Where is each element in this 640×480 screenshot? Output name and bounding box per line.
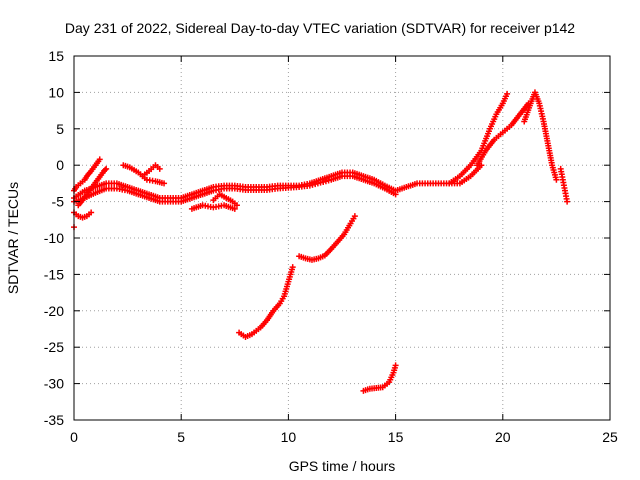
data-point-arc-start xyxy=(96,156,103,163)
y-tick-label: 10 xyxy=(48,84,64,100)
data-point-dips-6to8 xyxy=(231,205,238,212)
y-tick-label: -15 xyxy=(44,266,64,282)
x-tick-label: 10 xyxy=(281,429,297,445)
y-tick-label: -35 xyxy=(44,412,64,428)
data-point-drop-7to8 xyxy=(233,202,240,209)
y-tick-label: -25 xyxy=(44,339,64,355)
data-point-rise-18to20 xyxy=(504,90,511,97)
chart-title: Day 231 of 2022, Sidereal Day-to-day VTE… xyxy=(64,20,576,36)
y-tick-label: 0 xyxy=(56,157,64,173)
x-tick-label: 25 xyxy=(602,429,618,445)
data-point-arc-8to10 xyxy=(289,264,296,271)
x-tick-label: 15 xyxy=(388,429,404,445)
data-point-arc-10to13 xyxy=(351,213,358,220)
x-tick-label: 0 xyxy=(70,429,78,445)
data-point-peak-21to23 xyxy=(553,176,560,183)
x-tick-label: 20 xyxy=(495,429,511,445)
data-point-main-band-lower xyxy=(392,191,399,198)
y-tick-label: -20 xyxy=(44,303,64,319)
y-tick-label: -5 xyxy=(52,194,65,210)
data-point-hump-2to4 xyxy=(161,180,168,187)
y-tick-label: -30 xyxy=(44,376,64,392)
x-tick-label: 5 xyxy=(177,429,185,445)
data-point-bump-3to4 xyxy=(156,165,163,172)
data-point-arc-early xyxy=(103,165,110,172)
data-point-arc-14to15 xyxy=(392,362,399,369)
x-axis-label: GPS time / hours xyxy=(289,458,396,474)
y-tick-label: 5 xyxy=(56,121,64,137)
data-point-dip-start xyxy=(88,209,95,216)
y-axis-label: SDTVAR / TECUs xyxy=(5,182,21,294)
data-point-arc-early xyxy=(102,166,109,173)
y-tick-label: -10 xyxy=(44,230,64,246)
y-tick-label: 15 xyxy=(48,48,64,64)
data-point-tail-23 xyxy=(564,198,571,205)
